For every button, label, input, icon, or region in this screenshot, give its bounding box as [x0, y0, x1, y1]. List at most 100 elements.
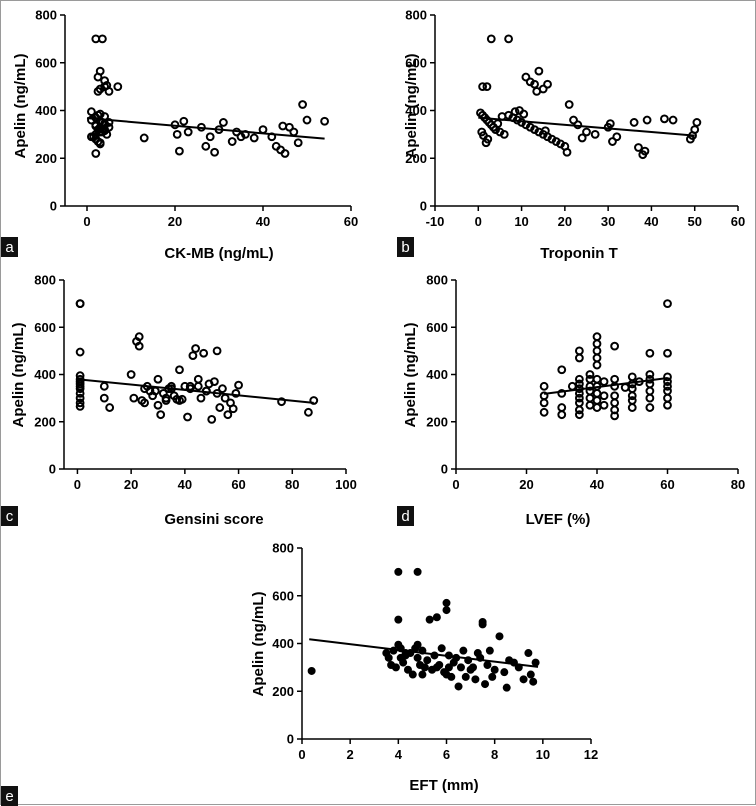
panel-d-data-point	[594, 355, 601, 362]
panel-c-data-point	[128, 371, 135, 378]
panel-e-data-point	[421, 664, 428, 671]
panel-e-data-point	[385, 654, 392, 661]
panel-d-data-point	[622, 384, 629, 391]
panel-a-data-point	[185, 129, 192, 136]
panel-e-y-tick-label: 800	[272, 541, 294, 556]
panel-d-data-point	[594, 333, 601, 340]
panel-a-data-point	[299, 101, 306, 108]
panel-a-x-tick-label: 20	[168, 214, 182, 229]
panel-e-data-point	[414, 641, 421, 648]
panel-a-data-point	[174, 131, 181, 138]
panel-a-data-point	[304, 117, 311, 124]
panel-b-x-tick-label: -10	[426, 214, 445, 229]
panel-e-data-point	[308, 667, 315, 674]
panel-d-data-point	[611, 376, 618, 383]
panel-d-y-tick-label: 0	[441, 462, 448, 477]
panel-a-data-point	[251, 135, 258, 142]
panel-c-x-tick-label: 80	[285, 477, 299, 492]
panel-d-y-axis-label: Apelin (ng/mL)	[402, 323, 419, 428]
panel-d-data-point	[629, 373, 636, 380]
panel-c-data-point	[77, 349, 84, 356]
panel-c-data-point	[230, 405, 237, 412]
panel-c-data-point	[130, 395, 137, 402]
panel-e-data-point	[438, 645, 445, 652]
panel-d-y-tick-label: 200	[426, 414, 448, 429]
panel-c-data-point	[155, 402, 162, 409]
panel-d-x-tick-label: 40	[590, 477, 604, 492]
panel-c-y-tick-label: 800	[34, 273, 56, 288]
panel-e-data-point	[419, 671, 426, 678]
panel-e-data-point	[457, 664, 464, 671]
panel-e-x-tick-label: 6	[443, 747, 450, 762]
panel-d-data-point	[601, 402, 608, 409]
panel-c-data-point	[184, 414, 191, 421]
panel-d-data-point	[594, 404, 601, 411]
panel-d-data-point	[664, 395, 671, 402]
panel-c-data-point	[195, 376, 202, 383]
panel-e-data-point	[501, 669, 508, 676]
panel-e-data-point	[530, 678, 537, 685]
panel-c-data-point	[190, 352, 197, 359]
panel-d-data-point	[601, 378, 608, 385]
panel-c-data-point	[235, 382, 242, 389]
panel-d-data-point	[646, 395, 653, 402]
panel-b-y-axis-label: Apelin (ng/mL)	[403, 54, 420, 159]
panel-d-x-axis-label: LVEF (%)	[526, 511, 591, 528]
panel-a-data-point	[220, 119, 227, 126]
panel-c-data-point	[106, 404, 113, 411]
panel-c-data-point	[198, 395, 205, 402]
panel-d-data-point	[646, 404, 653, 411]
panel-a-y-tick-label: 200	[35, 151, 57, 166]
panel-b-x-tick-label: 10	[514, 214, 528, 229]
panel-d-label: d	[401, 508, 409, 525]
panel-e-data-point	[443, 606, 450, 613]
panel-e-data-point	[462, 673, 469, 680]
panel-b-x-tick-label: 30	[601, 214, 615, 229]
panel-e-data-point	[472, 676, 479, 683]
panel-c-y-tick-label: 600	[34, 320, 56, 335]
panel-c-axes	[64, 280, 346, 469]
panel-a-data-point	[321, 118, 328, 125]
panel-b-x-tick-label: 0	[475, 214, 482, 229]
panel-e-data-point	[443, 599, 450, 606]
panel-e-data-point	[496, 633, 503, 640]
panel-d-data-point	[558, 366, 565, 373]
panel-e-x-tick-label: 10	[536, 747, 550, 762]
panel-a-data-point	[202, 143, 209, 150]
panel-c-y-tick-label: 200	[34, 414, 56, 429]
panel-d-data-point	[611, 399, 618, 406]
panel-d-data-point	[594, 362, 601, 369]
panel-b-data-point	[592, 131, 599, 138]
panel-a-y-tick-label: 600	[35, 55, 57, 70]
panel-d-data-point	[594, 397, 601, 404]
panel-b-data-point	[613, 133, 620, 140]
panel-b-data-point	[693, 119, 700, 126]
panel-c-data-point	[176, 366, 183, 373]
panel-d-data-point	[664, 402, 671, 409]
panel-d-trend-line	[544, 378, 667, 394]
panel-b-x-tick-label: 60	[731, 214, 745, 229]
panel-c-x-tick-label: 0	[74, 477, 81, 492]
panel-d-axes	[456, 280, 738, 469]
panel-d-y-tick-label: 400	[426, 367, 448, 382]
panel-d-data-point	[601, 392, 608, 399]
panel-e-x-tick-label: 2	[347, 747, 354, 762]
panel-c-data-point	[305, 409, 312, 416]
panel-b-x-axis-label: Troponin T	[540, 245, 617, 262]
panel-b-x-tick-label: 20	[558, 214, 572, 229]
panel-d-data-point	[664, 388, 671, 395]
panel-e-data-point	[527, 671, 534, 678]
panel-a-trend-line	[87, 118, 325, 139]
panel-e-data-point	[433, 664, 440, 671]
panel-e-data-point	[532, 659, 539, 666]
panel-c-data-point	[214, 347, 221, 354]
panel-d-data-point	[664, 300, 671, 307]
panel-e-data-point	[395, 616, 402, 623]
panel-d-y-tick-label: 800	[426, 273, 448, 288]
panel-c-x-tick-label: 60	[231, 477, 245, 492]
